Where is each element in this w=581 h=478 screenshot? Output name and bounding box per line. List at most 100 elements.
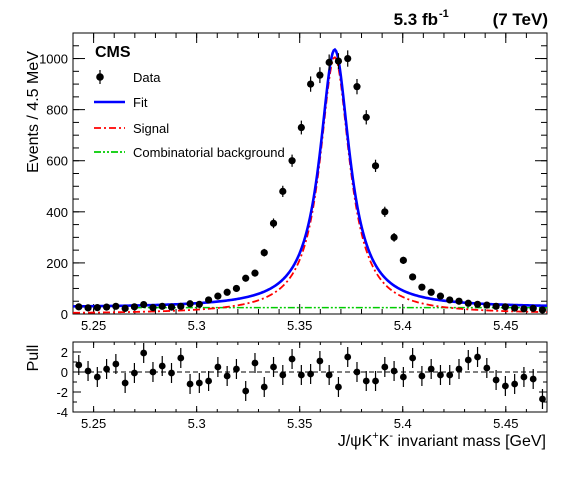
legend-label-data: Data <box>133 70 161 85</box>
data-point <box>205 296 213 304</box>
data-point <box>390 233 398 241</box>
data-point <box>492 302 500 310</box>
main-x-tick-label: 5.25 <box>81 318 106 333</box>
pull-point <box>529 375 537 383</box>
data-point <box>167 303 176 311</box>
data-point <box>511 304 519 312</box>
legend-entry-fit: Fit <box>94 95 148 110</box>
pull-point <box>158 362 166 370</box>
pull-point <box>93 373 101 381</box>
pull-point <box>353 368 361 376</box>
data-point <box>158 302 166 310</box>
pull-point <box>335 383 342 391</box>
data-point <box>371 162 380 170</box>
data-point <box>464 299 472 307</box>
pull-point <box>372 377 379 385</box>
data-point <box>427 288 435 296</box>
pull-point <box>483 364 491 372</box>
main-y-tick-label: 600 <box>46 154 68 169</box>
data-point <box>446 296 454 304</box>
pull-x-tick-labels: 5.25 5.3 5.35 5.4 5.45 <box>81 416 518 431</box>
data-point <box>223 288 231 296</box>
data-point <box>75 303 83 311</box>
legend-label-fit: Fit <box>133 95 148 110</box>
pull-panel: -4 -2 0 2 5.25 5.3 5.35 5.4 5.45 Pull J/ψK+K- i… <box>25 341 548 450</box>
pull-y-tick-label: -4 <box>56 405 68 420</box>
data-point <box>436 292 445 300</box>
data-point <box>334 57 343 65</box>
pull-point <box>186 380 194 388</box>
pull-y-tick-label: 2 <box>61 345 68 360</box>
data-point <box>177 302 185 310</box>
pull-x-tick-label: 5.45 <box>493 416 518 431</box>
pull-point <box>103 365 110 373</box>
pull-point <box>195 379 203 387</box>
legend: CMS Data Fit Signal Combinatorial backgr… <box>94 44 285 160</box>
lumi-label: 5.3 fb <box>394 10 438 29</box>
main-y-tick-label: 200 <box>46 256 68 271</box>
pull-point <box>223 372 231 380</box>
pull-point <box>131 369 138 377</box>
data-point <box>195 300 203 308</box>
data-point <box>307 80 315 88</box>
pull-point <box>474 353 481 361</box>
pull-point <box>409 354 417 362</box>
pull-point <box>149 368 157 376</box>
main-axis-ticks <box>72 32 548 315</box>
data-point <box>102 303 111 311</box>
pull-point <box>297 371 305 379</box>
data-point <box>473 300 482 308</box>
data-point <box>130 303 139 311</box>
data-point <box>269 219 278 227</box>
data-point <box>297 123 305 132</box>
main-x-tick-label: 5.3 <box>188 318 206 333</box>
pull-point <box>492 376 500 384</box>
data-point <box>288 157 296 165</box>
pull-point <box>168 369 175 377</box>
data-point <box>316 71 324 79</box>
data-point <box>501 303 509 311</box>
main-y-tick-label: 800 <box>46 103 68 118</box>
pull-point <box>121 379 129 387</box>
pull-point <box>75 361 83 369</box>
pull-y-tick-label: -2 <box>56 385 68 400</box>
fit-curve <box>72 47 548 308</box>
pull-point <box>427 365 435 373</box>
data-point <box>538 306 547 314</box>
data-point <box>520 305 528 313</box>
energy-label: (7 TeV) <box>493 10 548 29</box>
main-x-tick-label: 5.45 <box>493 318 518 333</box>
pull-point <box>399 373 407 381</box>
data-point <box>325 58 333 66</box>
main-x-tick-label: 5.4 <box>394 318 412 333</box>
x-axis-label: J/ψK+K- invariant mass [GeV] <box>338 430 546 450</box>
pull-point <box>177 354 185 362</box>
data-point <box>251 269 259 277</box>
pull-plot-frame <box>72 341 548 413</box>
legend-label-background: Combinatorial background <box>133 145 285 160</box>
pull-point <box>344 353 352 361</box>
pull-x-tick-label: 5.35 <box>287 416 312 431</box>
data-point <box>529 304 537 312</box>
pull-point <box>381 363 389 371</box>
data-point <box>260 249 268 257</box>
pull-y-axis-label: Pull <box>25 345 42 372</box>
pull-point <box>84 367 92 375</box>
experiment-label: CMS <box>95 44 131 61</box>
pull-point <box>437 371 444 379</box>
pull-point <box>390 367 398 375</box>
pull-point <box>418 372 426 380</box>
data-point <box>140 300 148 309</box>
data-point <box>418 283 426 291</box>
pull-x-tick-label: 5.3 <box>188 416 206 431</box>
main-x-tick-label: 5.35 <box>287 318 312 333</box>
pull-point <box>260 383 268 391</box>
data-point <box>399 256 407 264</box>
main-x-tick-labels: 5.25 5.3 5.35 5.4 5.45 <box>81 318 518 333</box>
data-point <box>232 284 241 293</box>
pull-point <box>279 371 287 379</box>
main-data-points <box>75 50 547 314</box>
pull-point <box>464 356 472 364</box>
data-point <box>483 301 491 309</box>
legend-label-signal: Signal <box>133 121 169 136</box>
